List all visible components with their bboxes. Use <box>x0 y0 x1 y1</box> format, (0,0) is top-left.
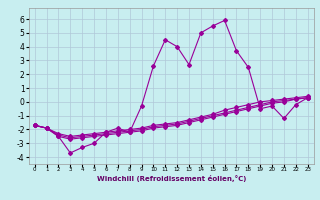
X-axis label: Windchill (Refroidissement éolien,°C): Windchill (Refroidissement éolien,°C) <box>97 175 246 182</box>
